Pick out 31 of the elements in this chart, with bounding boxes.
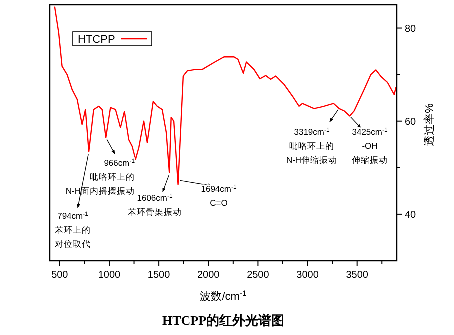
x-tick-label: 2000 bbox=[198, 270, 220, 281]
x-axis-title: 波数/cm$^{-1}$ bbox=[200, 288, 247, 303]
annotation: 苯环上的 bbox=[55, 225, 91, 235]
annotation: 伸缩振动 bbox=[352, 155, 388, 165]
x-tick-label: 1500 bbox=[148, 270, 171, 281]
legend-label: HTCPP bbox=[78, 34, 116, 46]
annotation: 794cm$^{-1}$ bbox=[58, 211, 90, 221]
x-tick-label: 1000 bbox=[98, 270, 122, 281]
annotation: 3319cm$^{-1}$ bbox=[294, 127, 330, 137]
y-tick-label: 40 bbox=[405, 210, 417, 221]
x-tick-label: 3500 bbox=[346, 270, 369, 281]
annotation: 1694cm$^{-1}$ bbox=[201, 184, 238, 194]
annotation: 苯环骨架振动 bbox=[128, 207, 182, 217]
line-series bbox=[54, 6, 397, 186]
x-tick-label: 500 bbox=[52, 270, 69, 281]
annotation: 吡咯环上的 bbox=[290, 141, 334, 151]
y-axis-title: 透过率% bbox=[423, 103, 436, 146]
annotation: N-H伸缩振动 bbox=[286, 155, 338, 165]
annotation: 966cm$^{-1}$ bbox=[104, 158, 136, 168]
y-tick-label: 80 bbox=[405, 24, 417, 35]
annotation: 吡咯环上的 bbox=[90, 172, 135, 182]
x-tick-label: 3000 bbox=[296, 270, 320, 281]
annotation: 3425cm$^{-1}$ bbox=[352, 127, 388, 137]
legend: HTCPP bbox=[72, 32, 152, 46]
annotation: -OH bbox=[362, 141, 378, 151]
annotation: 1606cm$^{-1}$ bbox=[137, 193, 174, 203]
annotation: C=O bbox=[210, 198, 228, 208]
x-tick-label: 2500 bbox=[247, 270, 270, 281]
text: HTCPP的红外光谱图 bbox=[162, 313, 285, 328]
y-tick-label: 60 bbox=[405, 116, 417, 128]
annotation: 对位取代 bbox=[55, 239, 91, 249]
